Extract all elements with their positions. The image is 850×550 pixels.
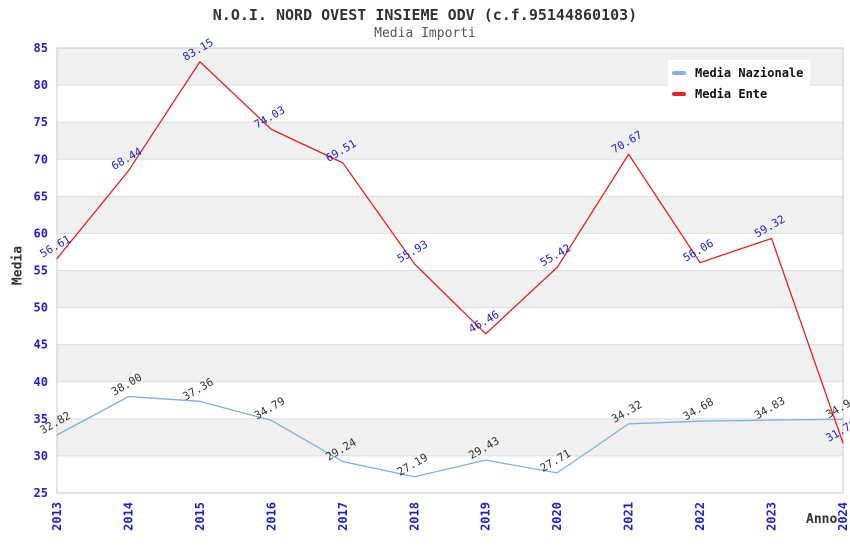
y-tick-label: 65: [34, 189, 48, 203]
x-tick-label: 2018: [407, 502, 421, 531]
legend: Media Nazionale Media Ente: [668, 60, 810, 107]
legend-label-media-ente: Media Ente: [695, 87, 768, 101]
x-tick-label: 2015: [193, 502, 207, 531]
data-label: 34.83: [752, 394, 787, 422]
x-tick-label: 2013: [50, 502, 64, 531]
data-label: 34.79: [252, 394, 287, 422]
plot-band: [57, 344, 843, 382]
y-tick-label: 60: [34, 226, 48, 240]
y-tick-label: 45: [34, 338, 48, 352]
chart-line-media-nazionale: [56, 395, 844, 478]
data-label: 55.42: [538, 241, 573, 269]
legend-swatch-media-ente-icon: [672, 92, 686, 96]
y-tick-label: 40: [34, 375, 48, 389]
y-tick-label: 25: [34, 486, 48, 500]
chart-title: N.O.I. NORD OVEST INSIEME ODV (c.f.95144…: [212, 6, 638, 24]
y-tick-label: 35: [34, 412, 48, 426]
chart-line-media-ente: [56, 61, 844, 444]
y-tick-label: 50: [34, 301, 48, 315]
chart-subtitle: Media Importi: [374, 26, 476, 41]
x-tick-label: 2020: [550, 502, 564, 531]
legend-item-media-ente: Media Ente: [672, 87, 806, 101]
y-tick-label: 70: [34, 152, 48, 166]
x-tick-label: 2016: [264, 502, 278, 531]
y-axis-label: Media: [10, 245, 26, 286]
y-tick-label: 55: [34, 264, 48, 278]
y-tick-label: 80: [34, 78, 48, 92]
plot-border: [56, 47, 844, 494]
x-tick-label: 2023: [765, 502, 779, 531]
y-tick-label: 75: [34, 115, 48, 129]
x-tick-label: 2024: [836, 502, 850, 531]
x-tick-label: 2022: [693, 502, 707, 531]
x-tick-label: 2019: [479, 502, 493, 531]
x-tick-label: 2014: [121, 502, 135, 531]
plot-band: [57, 270, 843, 308]
plot-band: [57, 418, 843, 456]
legend-item-media-nazionale: Media Nazionale: [672, 66, 806, 80]
y-tick-label: 30: [34, 449, 48, 463]
plot-band: [57, 196, 843, 234]
x-axis-label: Anno: [806, 512, 838, 527]
y-tick-label: 85: [34, 41, 48, 55]
x-tick-label: 2021: [622, 502, 636, 531]
plot-band: [57, 122, 843, 160]
legend-label-media-nazionale: Media Nazionale: [695, 66, 804, 80]
x-tick-label: 2017: [336, 502, 350, 531]
legend-swatch-media-nazionale-icon: [672, 71, 686, 75]
